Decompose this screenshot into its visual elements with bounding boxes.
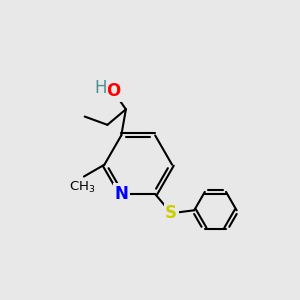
Text: O: O	[106, 82, 120, 100]
Text: CH$_3$: CH$_3$	[69, 179, 96, 194]
Text: H: H	[94, 79, 107, 97]
Text: N: N	[114, 185, 128, 203]
Text: S: S	[165, 204, 177, 222]
